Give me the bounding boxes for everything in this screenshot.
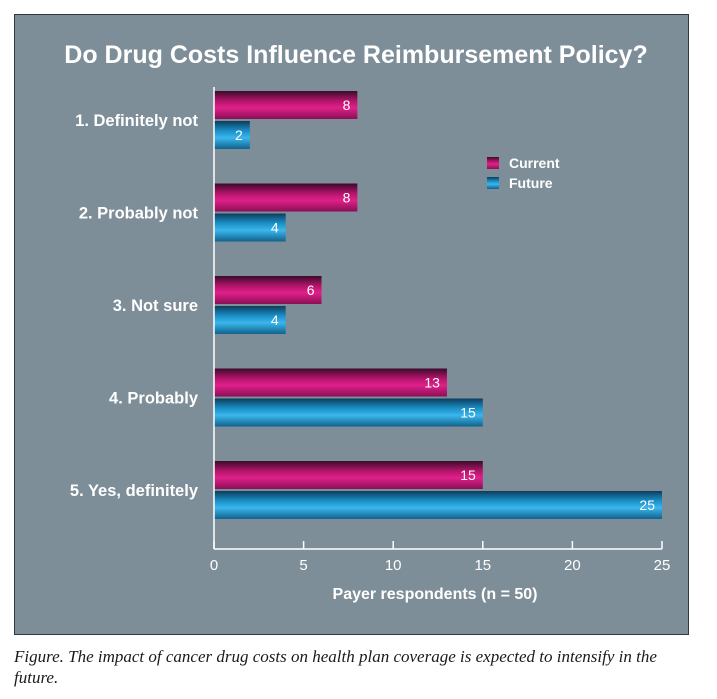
data-label: 4 — [271, 312, 279, 328]
bar-current — [214, 276, 322, 304]
bar-current — [214, 368, 447, 397]
data-label: 8 — [343, 97, 351, 113]
category-label: 1. Definitely not — [75, 112, 198, 130]
chart-title: Do Drug Costs Influence Reimbursement Po… — [64, 41, 647, 69]
data-label: 2 — [235, 127, 243, 143]
x-tick-label: 0 — [210, 557, 218, 574]
x-tick-label: 5 — [299, 557, 307, 574]
data-label: 15 — [460, 405, 476, 421]
legend-swatch-future — [487, 177, 499, 189]
bar-chart: Do Drug Costs Influence Reimbursement Po… — [64, 41, 671, 603]
x-tick-label: 20 — [564, 557, 581, 574]
data-label: 25 — [639, 497, 655, 513]
category-label: 5. Yes, definitely — [70, 482, 199, 500]
legend-label-future: Future — [509, 175, 553, 191]
x-tick-label: 10 — [385, 557, 402, 574]
data-label: 4 — [271, 220, 279, 236]
x-tick-label: 15 — [474, 557, 491, 574]
legend-swatch-current — [487, 157, 499, 169]
category-label: 4. Probably — [109, 390, 199, 408]
bar-future — [214, 306, 286, 334]
x-axis-title: Payer respondents (n = 50) — [333, 586, 538, 603]
category-label: 2. Probably not — [79, 205, 199, 223]
x-tick-label: 25 — [654, 557, 671, 574]
bar-future — [214, 213, 286, 242]
data-label: 15 — [460, 467, 476, 483]
chart-panel: Do Drug Costs Influence Reimbursement Po… — [14, 14, 689, 635]
data-label: 13 — [424, 375, 440, 391]
bar-current — [214, 91, 358, 119]
bar-future — [214, 121, 250, 149]
figure-caption: Figure. The impact of cancer drug costs … — [14, 647, 657, 687]
bar-future — [214, 398, 483, 427]
category-label: 3. Not sure — [113, 297, 198, 315]
bar-current — [214, 183, 358, 212]
bar-current — [214, 461, 483, 489]
data-label: 6 — [307, 282, 315, 298]
data-label: 8 — [343, 190, 351, 206]
legend-label-current: Current — [509, 155, 560, 171]
bar-future — [214, 491, 662, 519]
